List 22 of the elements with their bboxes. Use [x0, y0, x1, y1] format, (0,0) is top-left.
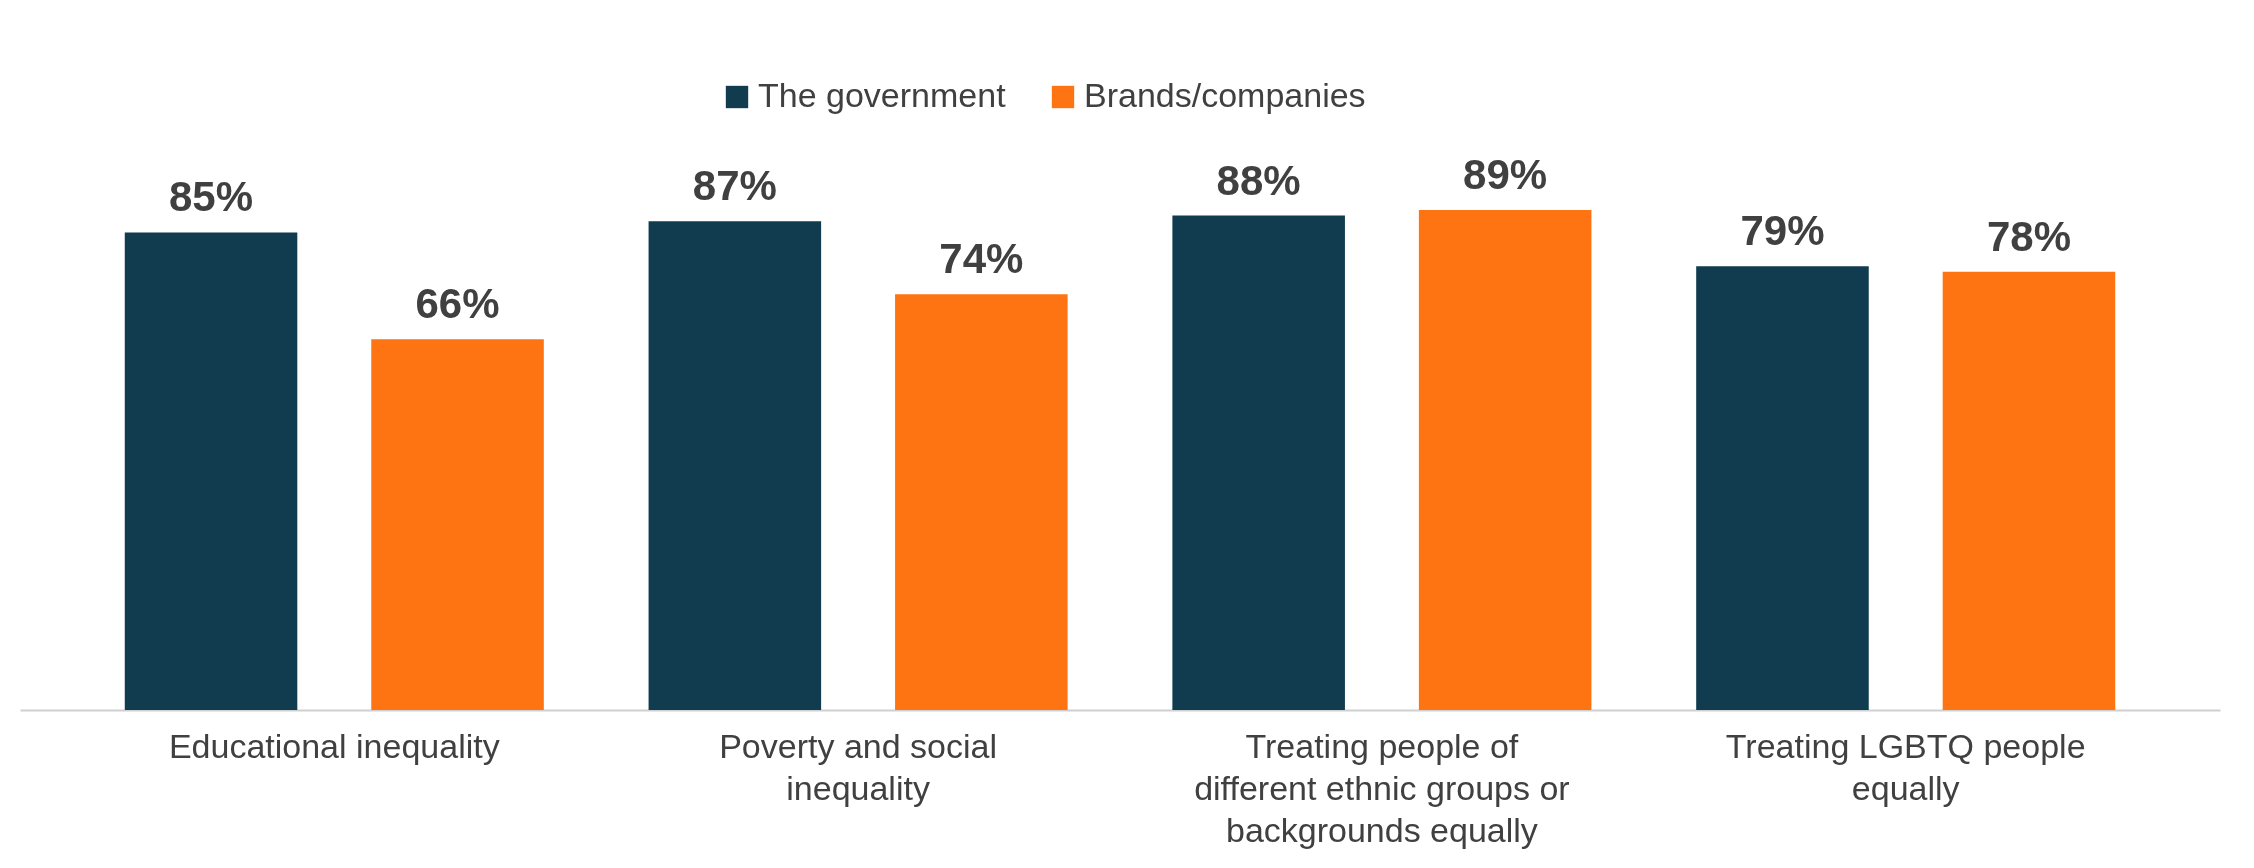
bar — [1418, 210, 1592, 710]
bar — [895, 294, 1068, 710]
data-label: 74% — [939, 235, 1024, 283]
x-tick-label: Educational inequality — [168, 726, 500, 765]
bar — [371, 339, 544, 710]
legend-label: Brands/companies — [1084, 76, 1366, 114]
data-label: 79% — [1740, 207, 1825, 255]
legend-label: The government — [758, 76, 1007, 114]
x-tick-label: Poverty and social inequality — [719, 726, 997, 807]
bar — [648, 221, 822, 710]
bar — [1172, 215, 1345, 710]
bar — [124, 232, 298, 710]
data-label: 85% — [169, 173, 254, 221]
data-label: 87% — [692, 162, 777, 210]
x-tick-label: Treating people of different ethnic groups or backgrounds equally — [1194, 726, 1570, 849]
data-label: 66% — [415, 280, 500, 328]
x-tick-label: Treating LGBTQ people equally — [1725, 726, 2086, 807]
data-label: 89% — [1463, 151, 1548, 198]
data-label: 78% — [1986, 212, 2071, 260]
data-label: 88% — [1216, 156, 1301, 204]
bar — [1942, 271, 2116, 710]
bar — [1696, 266, 1869, 710]
